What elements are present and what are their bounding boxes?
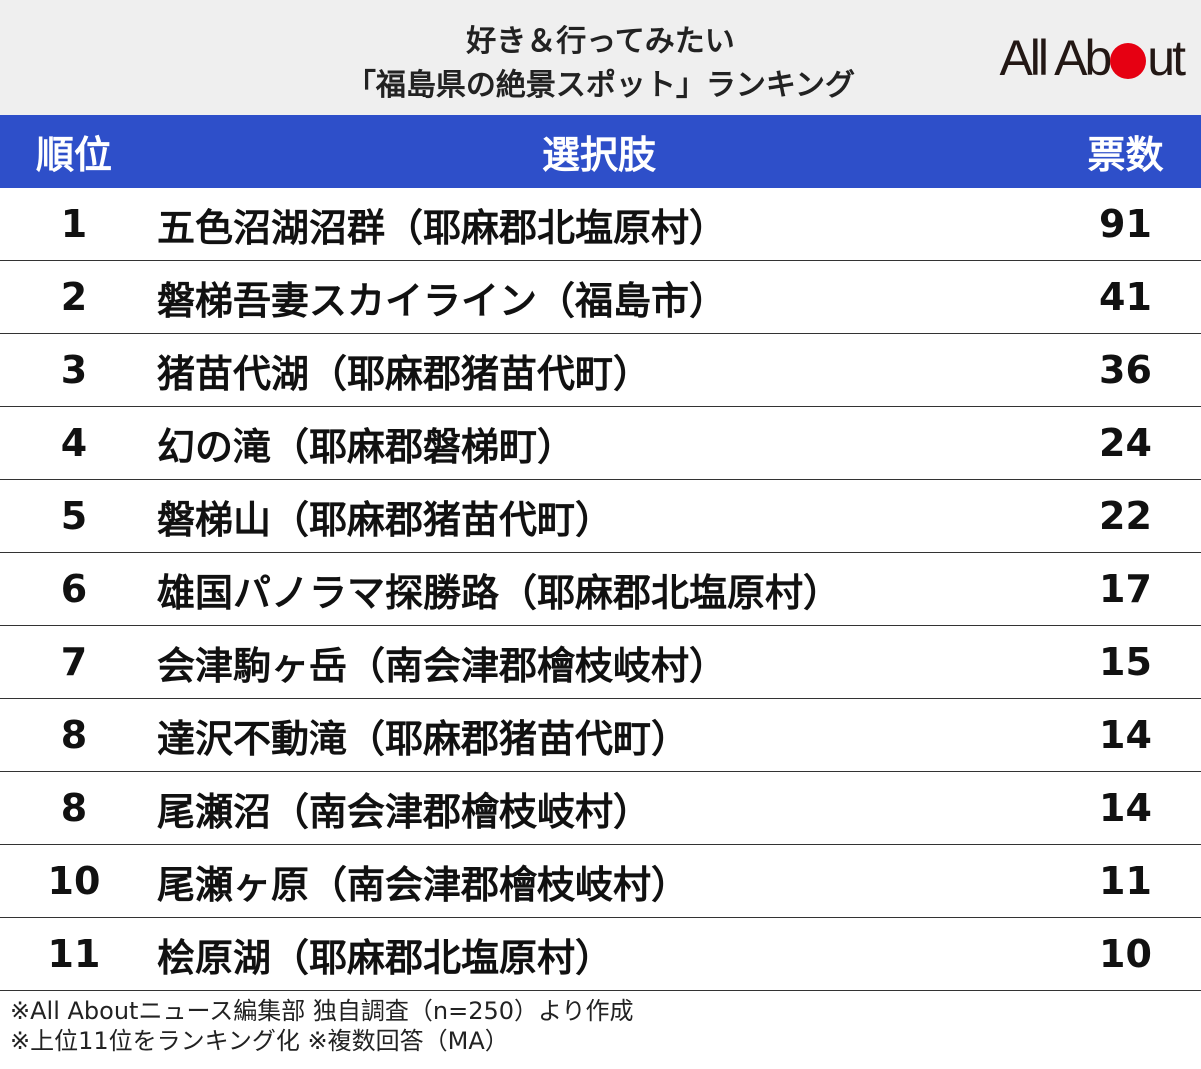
all-about-logo: All Ab ut xyxy=(999,30,1186,86)
rank-cell: 2 xyxy=(0,260,148,334)
choice-cell: 尾瀬ヶ原（南会津郡檜枝岐村） xyxy=(148,844,1050,918)
votes-cell: 14 xyxy=(1050,771,1201,845)
choice-cell: 磐梯吾妻スカイライン（福島市） xyxy=(148,260,1050,334)
footnote-source: ※All Aboutニュース編集部 独自調査（n=250）より作成 xyxy=(10,997,634,1025)
table-row: 11 桧原湖（耶麻郡北塩原村） 10 xyxy=(0,917,1201,991)
table-row: 10 尾瀬ヶ原（南会津郡檜枝岐村） 11 xyxy=(0,844,1201,918)
footnote-method: ※上位11位をランキング化 ※複数回答（MA） xyxy=(10,1027,509,1055)
ranking-table: 順位 選択肢 票数 1 五色沼湖沼群（耶麻郡北塩原村） 91 2 磐梯吾妻スカイライン（… xyxy=(0,115,1201,991)
column-header-choice: 選択肢 xyxy=(148,115,1050,188)
title-line-2: 「福島県の絶景スポット」ランキング xyxy=(345,68,856,103)
table-row: 8 尾瀬沼（南会津郡檜枝岐村） 14 xyxy=(0,771,1201,845)
rank-cell: 10 xyxy=(0,844,148,918)
choice-cell: 五色沼湖沼群（耶麻郡北塩原村） xyxy=(148,188,1050,261)
title-header: 好き＆行ってみたい 「福島県の絶景スポット」ランキング All Ab ut xyxy=(0,0,1201,116)
votes-cell: 24 xyxy=(1050,406,1201,480)
rank-cell: 7 xyxy=(0,625,148,699)
choice-cell: 達沢不動滝（耶麻郡猪苗代町） xyxy=(148,698,1050,772)
votes-cell: 14 xyxy=(1050,698,1201,772)
rank-cell: 8 xyxy=(0,771,148,845)
table-row: 6 雄国パノラマ探勝路（耶麻郡北塩原村） 17 xyxy=(0,552,1201,626)
ranking-rows: 1 五色沼湖沼群（耶麻郡北塩原村） 91 2 磐梯吾妻スカイライン（福島市） 41 3 猪苗代… xyxy=(0,188,1201,991)
logo-text-after: ut xyxy=(1147,30,1186,86)
votes-cell: 17 xyxy=(1050,552,1201,626)
choice-cell: 桧原湖（耶麻郡北塩原村） xyxy=(148,917,1050,991)
rank-cell: 8 xyxy=(0,698,148,772)
title-line-1: 好き＆行ってみたい xyxy=(466,24,735,59)
table-row: 1 五色沼湖沼群（耶麻郡北塩原村） 91 xyxy=(0,188,1201,261)
rank-cell: 4 xyxy=(0,406,148,480)
choice-cell: 会津駒ヶ岳（南会津郡檜枝岐村） xyxy=(148,625,1050,699)
rank-cell: 6 xyxy=(0,552,148,626)
choice-cell: 尾瀬沼（南会津郡檜枝岐村） xyxy=(148,771,1050,845)
footnotes: ※All Aboutニュース編集部 独自調査（n=250）より作成 ※上位11位… xyxy=(10,996,634,1056)
choice-cell: 磐梯山（耶麻郡猪苗代町） xyxy=(148,479,1050,553)
column-header-votes: 票数 xyxy=(1050,115,1201,188)
table-row: 2 磐梯吾妻スカイライン（福島市） 41 xyxy=(0,260,1201,334)
votes-cell: 41 xyxy=(1050,260,1201,334)
logo-text-before: All Ab xyxy=(999,30,1112,86)
table-header-row: 順位 選択肢 票数 xyxy=(0,115,1201,188)
rank-cell: 3 xyxy=(0,333,148,407)
rank-cell: 11 xyxy=(0,917,148,991)
logo-red-dot xyxy=(1110,43,1147,79)
table-row: 5 磐梯山（耶麻郡猪苗代町） 22 xyxy=(0,479,1201,553)
choice-cell: 猪苗代湖（耶麻郡猪苗代町） xyxy=(148,333,1050,407)
table-row: 7 会津駒ヶ岳（南会津郡檜枝岐村） 15 xyxy=(0,625,1201,699)
votes-cell: 11 xyxy=(1050,844,1201,918)
choice-cell: 雄国パノラマ探勝路（耶麻郡北塩原村） xyxy=(148,552,1050,626)
rank-cell: 5 xyxy=(0,479,148,553)
votes-cell: 91 xyxy=(1050,188,1201,261)
votes-cell: 10 xyxy=(1050,917,1201,991)
table-row: 8 達沢不動滝（耶麻郡猪苗代町） 14 xyxy=(0,698,1201,772)
table-row: 4 幻の滝（耶麻郡磐梯町） 24 xyxy=(0,406,1201,480)
table-row: 3 猪苗代湖（耶麻郡猪苗代町） 36 xyxy=(0,333,1201,407)
choice-cell: 幻の滝（耶麻郡磐梯町） xyxy=(148,406,1050,480)
votes-cell: 36 xyxy=(1050,333,1201,407)
votes-cell: 15 xyxy=(1050,625,1201,699)
column-header-rank: 順位 xyxy=(0,115,148,188)
rank-cell: 1 xyxy=(0,188,148,261)
votes-cell: 22 xyxy=(1050,479,1201,553)
